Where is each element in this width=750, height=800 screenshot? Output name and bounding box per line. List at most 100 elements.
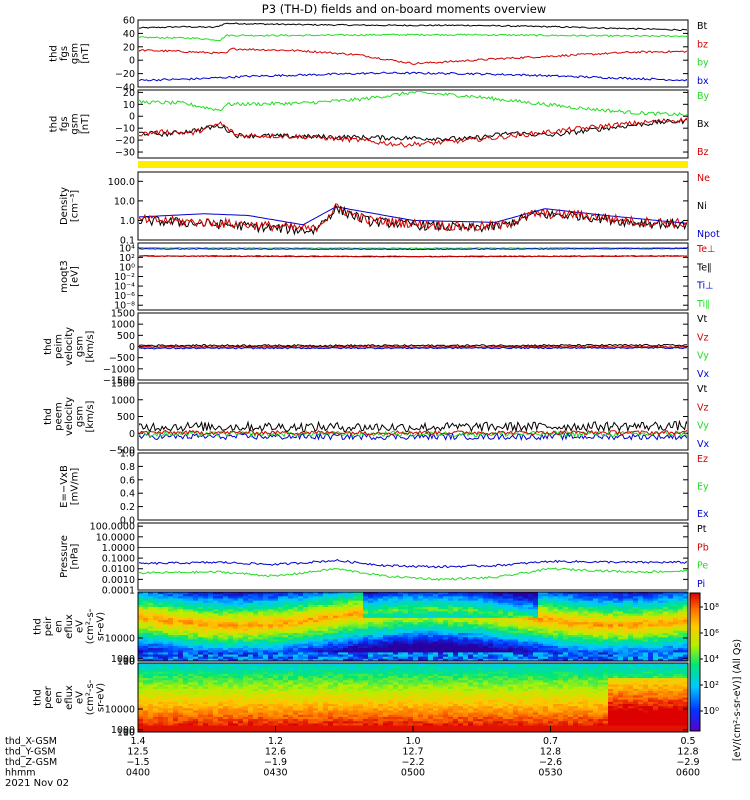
heatmap-cell — [363, 648, 369, 651]
y-tick-label: 0.0001 — [102, 586, 135, 597]
heatmap-cell — [488, 607, 494, 610]
heatmap-cell — [358, 600, 364, 604]
heatmap-cell — [508, 645, 514, 649]
y-tick-label: 60 — [123, 16, 135, 27]
heatmap-cell — [503, 598, 509, 602]
heatmap-cell — [258, 596, 264, 600]
heatmap-cell — [143, 596, 149, 600]
heatmap-cell — [453, 656, 459, 660]
heatmap-cell — [478, 622, 484, 625]
heatmap-cell — [518, 622, 524, 625]
heatmap-cell — [608, 628, 614, 632]
heatmap-cell — [583, 604, 589, 608]
heatmap-cell — [618, 600, 624, 604]
heatmap-cell — [408, 635, 414, 638]
heatmap-cell — [203, 639, 209, 643]
heatmap-cell — [263, 680, 269, 684]
heatmap-cell — [388, 613, 394, 617]
heatmap-cell — [148, 663, 154, 666]
heatmap-cell — [318, 675, 324, 679]
heatmap-cell — [478, 654, 484, 658]
heatmap-cell — [268, 648, 274, 651]
heatmap-cell — [408, 652, 414, 656]
heatmap-cell — [483, 645, 489, 649]
heatmap-cell — [153, 635, 159, 638]
heatmap-cell — [433, 628, 439, 632]
heatmap-cell — [383, 626, 389, 630]
heatmap-cell — [373, 624, 379, 628]
heatmap-cell — [483, 609, 489, 613]
heatmap-cell — [258, 680, 264, 684]
heatmap-cell — [293, 611, 299, 615]
heatmap-cell — [188, 675, 194, 679]
heatmap-cell — [268, 671, 274, 675]
heatmap-cell — [188, 594, 194, 597]
heatmap-cell — [323, 641, 329, 645]
heatmap-cell — [173, 598, 179, 602]
heatmap-cell — [598, 604, 604, 608]
heatmap-cell — [463, 624, 469, 628]
heatmap-cell — [273, 617, 279, 621]
heatmap-cell — [438, 628, 444, 632]
heatmap-cell — [528, 600, 534, 604]
heatmap-cell — [198, 613, 204, 617]
heatmap-cell — [268, 665, 274, 668]
heatmap-cell — [548, 617, 554, 621]
heatmap-cell — [318, 682, 324, 686]
heatmap-cell — [278, 626, 284, 630]
heatmap-cell — [288, 626, 294, 630]
heatmap-cell — [148, 622, 154, 625]
heatmap-cell — [248, 729, 254, 732]
heatmap-cell — [638, 598, 644, 602]
heatmap-cell — [593, 600, 599, 604]
heatmap-cell — [298, 710, 304, 714]
heatmap-cell — [413, 622, 419, 625]
heatmap-cell — [298, 650, 304, 653]
heatmap-cell — [193, 665, 199, 668]
heatmap-cell — [208, 671, 214, 675]
heatmap-cell — [558, 620, 564, 623]
heatmap-cell — [558, 592, 564, 595]
heatmap-cell — [553, 592, 559, 595]
heatmap-cell — [508, 654, 514, 658]
heatmap-cell — [248, 635, 254, 638]
heatmap-cell — [448, 609, 454, 613]
heatmap-cell — [258, 592, 264, 595]
heatmap-cell — [193, 594, 199, 597]
heatmap-cell — [188, 624, 194, 628]
date-label: 2021 Nov 02 — [5, 778, 69, 789]
heatmap-cell — [183, 706, 189, 709]
heatmap-cell — [168, 716, 174, 720]
heatmap-cell — [178, 682, 184, 686]
heatmap-cell — [183, 708, 189, 712]
heatmap-cell — [443, 615, 449, 619]
heatmap-cell — [218, 669, 224, 673]
heatmap-cell — [158, 645, 164, 649]
heatmap-cell — [328, 635, 334, 638]
heatmap-cell — [313, 678, 319, 681]
heatmap-cell — [288, 708, 294, 712]
heatmap-cell — [178, 602, 184, 606]
heatmap-cell — [283, 643, 289, 647]
y-tick-label: 0 — [129, 112, 135, 123]
heatmap-cell — [583, 648, 589, 651]
heatmap-cell — [173, 594, 179, 597]
heatmap-cell — [333, 650, 339, 653]
heatmap-cell — [598, 624, 604, 628]
heatmap-cell — [168, 714, 174, 718]
heatmap-cell — [473, 656, 479, 660]
heatmap-cell — [358, 658, 364, 661]
heatmap-cell — [383, 641, 389, 645]
heatmap-cell — [553, 624, 559, 628]
y-tick-label: 10.0000 — [96, 532, 135, 543]
heatmap-cell — [198, 604, 204, 608]
heatmap-cell — [183, 622, 189, 625]
heatmap-cell — [388, 611, 394, 615]
heatmap-cell — [238, 604, 244, 608]
heatmap-cell — [493, 611, 499, 615]
heatmap-cell — [653, 602, 659, 606]
heatmap-cell — [148, 719, 154, 722]
heatmap-cell — [448, 632, 454, 636]
heatmap-cell — [523, 656, 529, 660]
heatmap-cell — [473, 613, 479, 617]
